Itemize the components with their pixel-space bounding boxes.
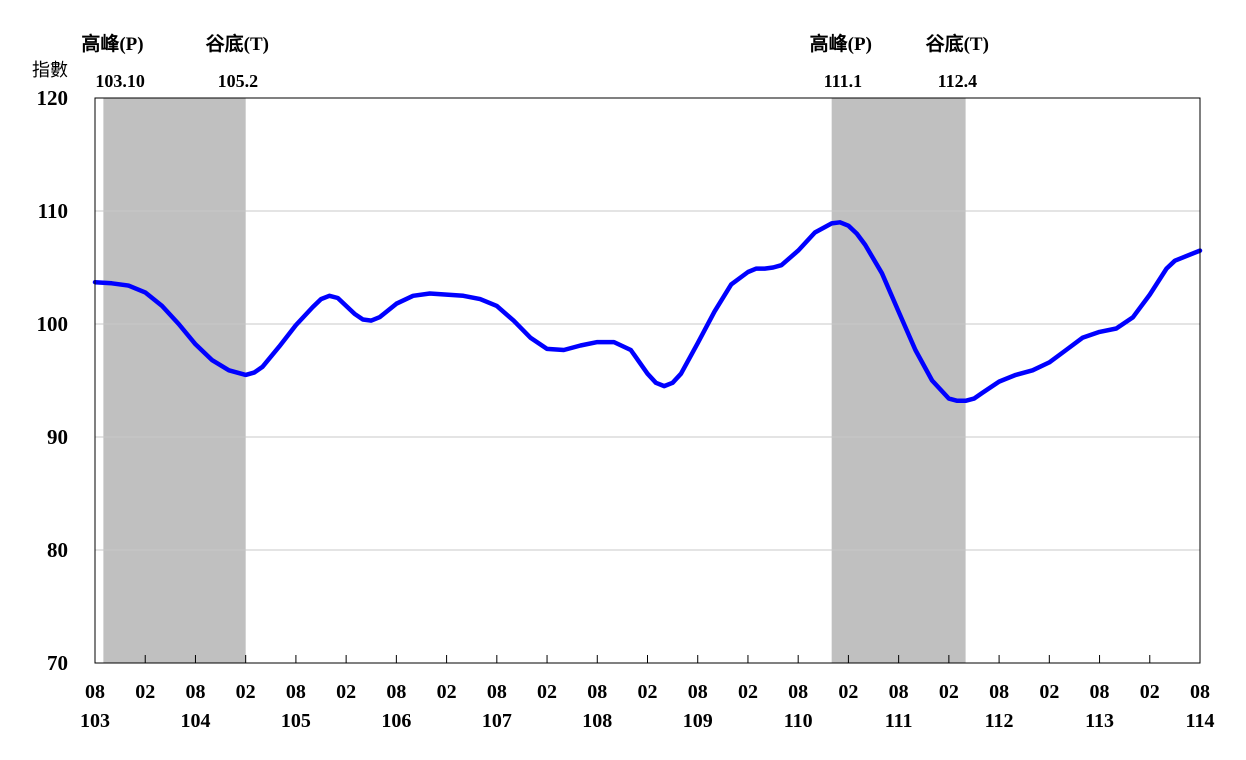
x-axis: 08 103 02 08 104 02 08 105 02 08 106 02 08 107 02 08 108… <box>80 655 1214 732</box>
x-tick-month: 02 <box>336 681 356 703</box>
x-tick-month: 02 <box>638 681 658 703</box>
y-tick-label: 120 <box>37 86 69 110</box>
x-tick-year: 114 <box>1186 710 1215 732</box>
x-tick-month: 02 <box>738 681 758 703</box>
x-tick-month: 02 <box>939 681 959 703</box>
plot-frame <box>94 97 1201 664</box>
y-tick-label: 100 <box>37 312 69 336</box>
y-axis-label: 指數 <box>32 60 68 81</box>
turning-point-labels: 高峰(P) 103.10 谷底(T) 105.2 高峰(P) 111.1 谷底(T) 112.… <box>81 32 989 91</box>
x-tick-month: 08 <box>989 681 1009 703</box>
x-tick-month: 08 <box>85 681 105 703</box>
x-tick-month: 02 <box>537 681 557 703</box>
peak-date-label: 111.1 <box>824 71 863 91</box>
peak-label: 高峰(P) <box>81 32 143 55</box>
y-tick-label: 110 <box>38 199 68 223</box>
trough-label: 谷底(T) <box>206 32 269 55</box>
x-tick-month: 02 <box>437 681 457 703</box>
x-tick-month: 08 <box>587 681 607 703</box>
trough-label: 谷底(T) <box>926 32 989 55</box>
x-tick-month: 08 <box>1090 681 1110 703</box>
series-line-0 <box>92 220 1203 404</box>
x-tick-month: 02 <box>135 681 155 703</box>
y-tick-label: 90 <box>47 425 68 449</box>
gridlines <box>95 210 1200 551</box>
trough-date-label: 112.4 <box>938 71 978 91</box>
x-tick-month: 08 <box>788 681 808 703</box>
x-tick-month: 08 <box>286 681 306 703</box>
x-tick-year: 105 <box>281 710 311 732</box>
y-tick-label: 70 <box>47 651 68 675</box>
x-tick-month: 08 <box>1190 681 1210 703</box>
x-tick-month: 08 <box>487 681 507 703</box>
x-tick-month: 08 <box>185 681 205 703</box>
x-tick-month: 02 <box>1140 681 1160 703</box>
x-tick-year: 108 <box>582 710 612 732</box>
x-tick-month: 02 <box>1039 681 1059 703</box>
shaded-periods <box>103 98 966 663</box>
x-tick-year: 107 <box>482 710 512 732</box>
x-tick-month: 02 <box>236 681 256 703</box>
x-tick-month: 02 <box>838 681 858 703</box>
shaded-period-1 <box>831 98 966 663</box>
peak-date-label: 103.10 <box>95 71 145 91</box>
peak-label: 高峰(P) <box>810 32 872 55</box>
x-tick-year: 104 <box>180 710 210 732</box>
y-axis: 70 80 90 100 110 120 <box>37 86 69 675</box>
trough-date-label: 105.2 <box>218 71 259 91</box>
x-tick-year: 110 <box>784 710 813 732</box>
shaded-period-0 <box>103 98 246 663</box>
y-tick-label: 80 <box>47 538 68 562</box>
x-tick-month: 08 <box>889 681 909 703</box>
x-tick-year: 111 <box>885 710 913 732</box>
x-tick-month: 08 <box>688 681 708 703</box>
x-tick-year: 109 <box>683 710 713 732</box>
x-tick-year: 106 <box>381 710 411 732</box>
x-tick-year: 103 <box>80 710 110 732</box>
x-tick-year: 112 <box>985 710 1014 732</box>
series-layer <box>92 220 1203 404</box>
x-tick-month: 08 <box>386 681 406 703</box>
x-tick-year: 113 <box>1085 710 1114 732</box>
